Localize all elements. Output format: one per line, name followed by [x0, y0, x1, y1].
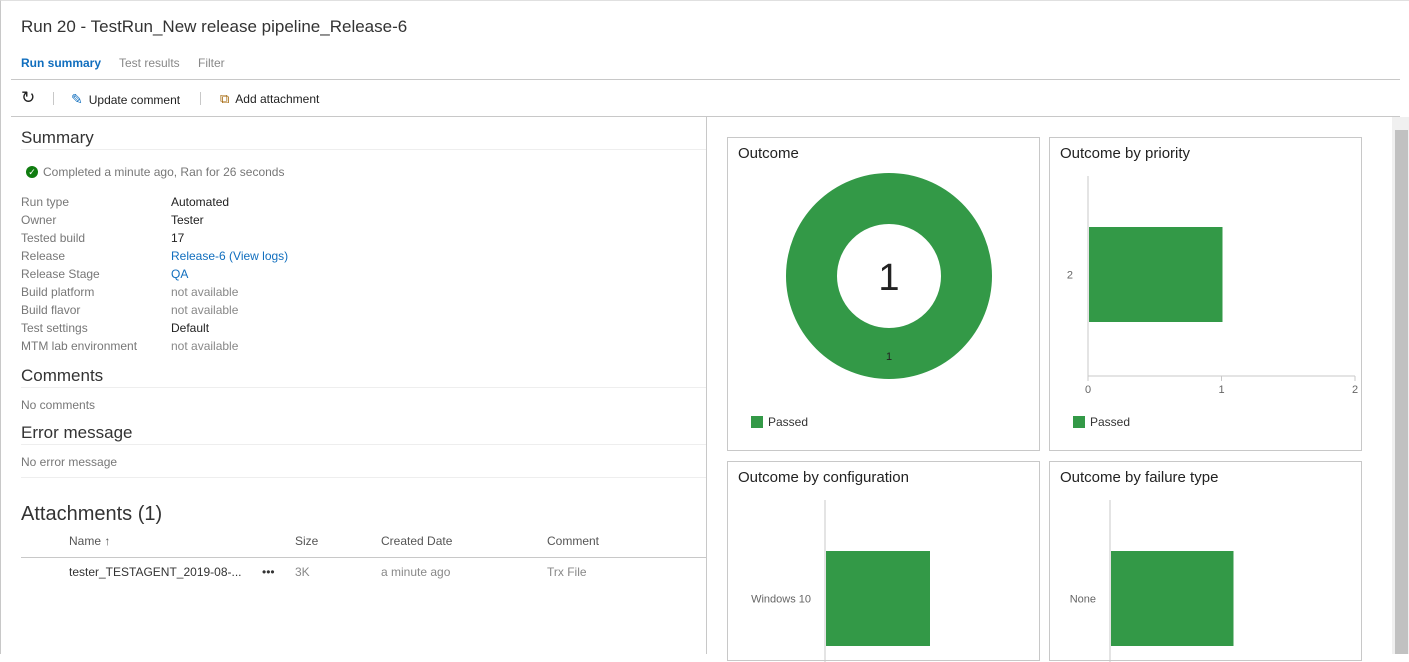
- tab-run-summary[interactable]: Run summary: [21, 56, 102, 70]
- x-tick-label: 1: [1218, 384, 1224, 396]
- error-text: No error message: [21, 455, 118, 469]
- field-label: Release Stage: [21, 267, 100, 281]
- donut-slice-passed: [786, 173, 992, 379]
- add-attachment-label: Add attachment: [235, 92, 320, 106]
- field-label: Build flavor: [21, 303, 81, 317]
- field-value: not available: [171, 285, 239, 299]
- column-header-created[interactable]: Created Date: [381, 534, 453, 548]
- field-label: Owner: [21, 213, 57, 227]
- bar: [826, 551, 930, 646]
- attachment-comment: Trx File: [547, 565, 587, 579]
- page-title: Run 20 - TestRun_New release pipeline_Re…: [21, 17, 408, 36]
- field-label: Build platform: [21, 285, 95, 299]
- refresh-icon: ↻: [21, 88, 36, 107]
- field-value[interactable]: QA: [171, 267, 189, 281]
- field-label: Tested build: [21, 231, 86, 245]
- error-heading: Error message: [21, 423, 133, 442]
- chart-outcome: Outcome 1 1 Passed: [727, 137, 1040, 451]
- bar: [1111, 551, 1234, 646]
- update-comment-button[interactable]: ✎ Update comment: [71, 91, 180, 108]
- comments-text: No comments: [21, 398, 96, 412]
- legend-item: Passed: [751, 415, 808, 429]
- column-header-comment[interactable]: Comment: [547, 534, 600, 548]
- legend-swatch: [1073, 416, 1085, 428]
- field-label: Release: [21, 249, 66, 263]
- y-tick-label: None: [1070, 594, 1096, 606]
- field-value: not available: [171, 303, 239, 317]
- update-comment-label: Update comment: [88, 92, 181, 107]
- field-value: Tester: [171, 213, 204, 227]
- chart-title: Outcome by priority: [1060, 145, 1191, 162]
- tab-test-results[interactable]: Test results: [119, 56, 180, 70]
- field-value: Default: [171, 321, 210, 335]
- attachment-size: 3K: [295, 565, 310, 579]
- run-status: ✓ Completed a minute ago, Ran for 26 sec…: [26, 165, 284, 179]
- refresh-button[interactable]: ↻: [21, 88, 36, 107]
- column-header-size[interactable]: Size: [295, 534, 319, 548]
- field-value: not available: [171, 339, 239, 353]
- chart-outcome-by-failure-type: Outcome by failure type None: [1049, 461, 1362, 662]
- legend-label: Passed: [768, 415, 809, 429]
- field-value: 17: [171, 231, 185, 245]
- x-tick-label: 0: [1085, 384, 1091, 396]
- check-circle-icon: ✓: [26, 166, 38, 178]
- field-label: Run type: [21, 195, 70, 209]
- data-label: 1: [886, 351, 892, 363]
- chart-title: Outcome: [738, 145, 799, 162]
- legend-item: Passed: [1073, 415, 1130, 429]
- pencil-icon: ✎: [71, 91, 83, 107]
- field-label: MTM lab environment: [21, 339, 138, 353]
- paperclip-icon: ⧉: [220, 91, 230, 106]
- add-attachment-button[interactable]: ⧉ Add attachment: [220, 91, 319, 107]
- x-tick-label: 2: [1352, 384, 1358, 396]
- attachment-name-link[interactable]: tester_TESTAGENT_2019-08-...: [69, 565, 242, 579]
- donut-total-label: 1: [878, 257, 899, 299]
- column-header-name[interactable]: Name ↑: [69, 534, 111, 548]
- attachments-heading: Attachments (1): [21, 503, 163, 525]
- legend-swatch: [751, 416, 763, 428]
- field-value[interactable]: Release-6 (View logs): [171, 249, 289, 263]
- chart-outcome-by-configuration: Outcome by configuration Windows 10: [727, 461, 1040, 662]
- bar: [1089, 227, 1223, 322]
- field-value: Automated: [171, 195, 230, 209]
- chart-title: Outcome by configuration: [738, 469, 909, 486]
- scrollbar-thumb[interactable]: [1395, 130, 1408, 654]
- y-tick-label: Windows 10: [751, 594, 811, 606]
- divider: [11, 79, 1400, 80]
- y-tick-label: 2: [1067, 270, 1073, 282]
- status-text: Completed a minute ago, Ran for 26 secon…: [43, 165, 285, 179]
- chart-title: Outcome by failure type: [1060, 469, 1219, 486]
- summary-heading: Summary: [21, 128, 94, 147]
- field-label: Test settings: [21, 321, 88, 335]
- tab-filter[interactable]: Filter: [198, 56, 225, 70]
- chart-outcome-by-priority: Outcome by priority 2 0 1 2 Passed: [1049, 137, 1362, 451]
- attachment-created: a minute ago: [381, 565, 451, 579]
- more-actions-button[interactable]: •••: [262, 565, 275, 579]
- comments-heading: Comments: [21, 366, 104, 385]
- legend-label: Passed: [1090, 415, 1131, 429]
